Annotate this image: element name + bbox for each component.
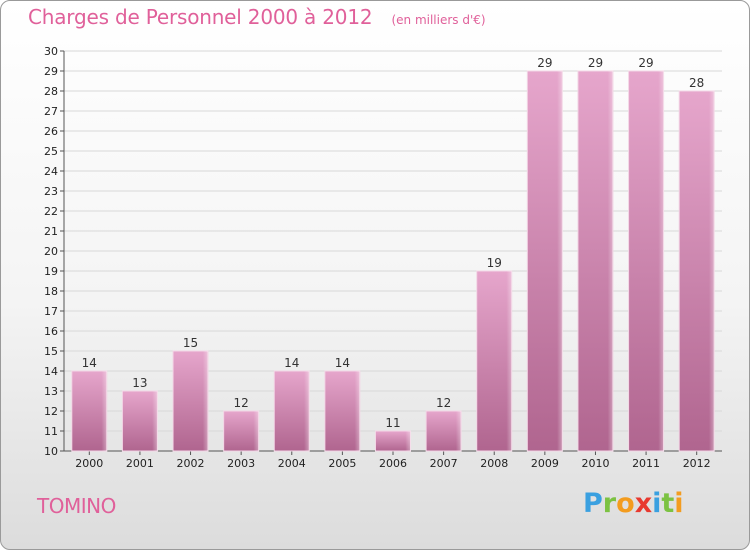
data-label: 29 (638, 56, 653, 70)
bar-highlight (577, 71, 613, 451)
y-tick-label: 26 (44, 125, 58, 138)
data-label: 14 (82, 356, 97, 370)
chart-title: Charges de Personnel 2000 à 2012 (28, 5, 373, 29)
data-label: 29 (588, 56, 603, 70)
y-tick-label: 21 (44, 225, 58, 238)
grid-lines (64, 50, 722, 452)
data-label: 14 (335, 356, 350, 370)
y-tick-label: 11 (44, 425, 58, 438)
x-tick-label: 2001 (126, 457, 154, 470)
x-tick-label: 2009 (531, 457, 559, 470)
data-label: 28 (689, 76, 704, 90)
bar-highlight (274, 371, 310, 451)
bars (71, 70, 715, 452)
y-tick-label: 12 (44, 405, 58, 418)
bar-highlight (71, 371, 107, 451)
bar-highlight (527, 71, 563, 451)
x-tick-label: 2008 (480, 457, 508, 470)
logo-letter: x (634, 488, 653, 519)
x-tick-label: 2011 (632, 457, 660, 470)
y-tick-label: 10 (44, 445, 58, 458)
y-tick-label: 14 (44, 365, 58, 378)
y-tick-label: 19 (44, 265, 58, 278)
y-tick-label: 28 (44, 85, 58, 98)
x-tick-label: 2002 (177, 457, 205, 470)
logo-letter: P (583, 488, 603, 519)
data-label: 12 (234, 396, 249, 410)
logo-letter: r (602, 488, 617, 519)
x-tick-label: 2003 (227, 457, 255, 470)
data-label: 12 (436, 396, 451, 410)
y-tick-label: 16 (44, 325, 58, 338)
data-label: 15 (183, 336, 198, 350)
data-label: 14 (284, 356, 299, 370)
bar-highlight (324, 371, 360, 451)
y-tick-label: 29 (44, 65, 58, 78)
data-label: 11 (385, 416, 400, 430)
bar-highlight (375, 431, 411, 451)
data-label: 19 (487, 256, 502, 270)
data-label: 13 (132, 376, 147, 390)
title-row: Charges de Personnel 2000 à 2012 (en mil… (28, 5, 486, 29)
y-tick-label: 30 (44, 45, 58, 58)
chart-unit: (en milliers d'€) (391, 13, 486, 27)
x-tick-label: 2007 (430, 457, 458, 470)
x-tick-label: 2004 (278, 457, 306, 470)
bar-highlight (122, 391, 158, 451)
place-name: TOMINO (37, 494, 116, 518)
logo-letter: i (652, 488, 662, 519)
y-tick-label: 17 (44, 305, 58, 318)
bar-highlight (476, 271, 512, 451)
x-tick-label: 2010 (581, 457, 609, 470)
labels: 14 13 15 12 14 14 11 12 19 29 29 29 28 (82, 56, 705, 430)
bar-highlight (426, 411, 462, 451)
y-tick-label: 20 (44, 245, 58, 258)
y-tick-label: 24 (44, 165, 58, 178)
x-tick-label: 2000 (75, 457, 103, 470)
bar-highlight (679, 91, 715, 451)
x-tick-label: 2012 (683, 457, 711, 470)
y-tick-label: 25 (44, 145, 58, 158)
data-label: 29 (537, 56, 552, 70)
y-tick-label: 15 (44, 345, 58, 358)
bar-highlight (173, 351, 209, 451)
y-tick-label: 22 (44, 205, 58, 218)
y-tick-label: 27 (44, 105, 58, 118)
x-tick-label: 2005 (328, 457, 356, 470)
y-tick-label: 23 (44, 185, 58, 198)
y-tick-label: 18 (44, 285, 58, 298)
logo-letter: t (661, 488, 675, 519)
y-tick-label: 13 (44, 385, 58, 398)
bar-highlight (628, 71, 664, 451)
proxiti-logo: Proxiti (583, 488, 684, 519)
logo-letter: i (674, 488, 684, 519)
logo-letter: o (616, 488, 635, 519)
bar-highlight (223, 411, 259, 451)
x-tick-label: 2006 (379, 457, 407, 470)
